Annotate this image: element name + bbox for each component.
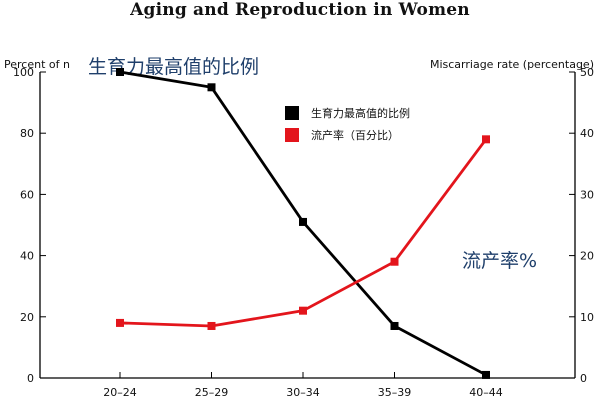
x-tick-label: 30–34	[286, 386, 320, 399]
data-point-miscarriage	[116, 318, 124, 327]
legend-swatch-red	[285, 128, 299, 142]
data-point-fertility	[207, 83, 216, 92]
left-tick-label: 20	[20, 311, 34, 324]
right-axis-label: Miscarriage rate (percentage)	[429, 58, 594, 71]
legend-item-fertility: 生育力最高值的比例	[285, 102, 410, 124]
left-tick-label: 100	[13, 66, 34, 79]
data-point-miscarriage	[207, 321, 216, 330]
right-tick-label: 50	[580, 66, 594, 79]
left-axis-label: Percent of n	[4, 58, 70, 71]
legend-label-fertility: 生育力最高值的比例	[311, 107, 410, 120]
data-point-fertility	[116, 68, 124, 76]
legend-item-miscarriage: 流产率（百分比）	[285, 124, 410, 146]
right-tick-label: 20	[580, 250, 594, 263]
x-tick-label: 40–44	[469, 386, 503, 399]
data-point-fertility	[390, 321, 399, 330]
annotation-miscarriage: 流产率%	[462, 250, 538, 272]
x-tick-label: 25–29	[195, 386, 229, 399]
x-tick-label: 35–39	[378, 386, 412, 399]
right-tick-label: 40	[580, 127, 594, 140]
data-point-fertility	[482, 370, 490, 379]
right-tick-label: 0	[580, 372, 587, 385]
legend-label-miscarriage: 流产率（百分比）	[311, 129, 399, 142]
data-point-miscarriage	[299, 306, 307, 315]
legend: 生育力最高值的比例 流产率（百分比）	[285, 102, 410, 146]
left-tick-label: 40	[20, 250, 34, 263]
right-tick-label: 10	[580, 311, 594, 324]
left-tick-label: 60	[20, 188, 34, 201]
data-point-miscarriage	[390, 257, 399, 266]
left-tick-label: 80	[20, 127, 34, 140]
data-point-miscarriage	[482, 135, 490, 144]
legend-swatch-black	[285, 106, 299, 120]
left-tick-label: 0	[27, 372, 34, 385]
data-point-fertility	[299, 217, 307, 226]
series-line-miscarriage	[119, 138, 488, 328]
chart-title: Aging and Reproduction in Women	[130, 0, 470, 20]
right-tick-label: 30	[580, 188, 594, 201]
x-tick-label: 20–24	[103, 386, 137, 399]
